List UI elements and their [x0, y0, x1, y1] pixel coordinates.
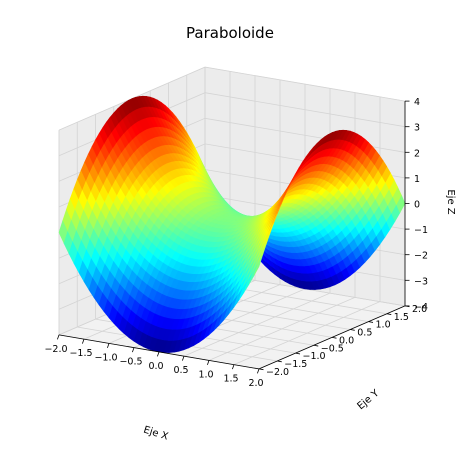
x-tick-mark: [57, 334, 60, 340]
x-tick-mark: [132, 347, 135, 353]
x-tick-label: −1.5: [69, 348, 92, 359]
z-tick-label: 1: [414, 174, 420, 185]
z-tick-label: 0: [414, 200, 420, 211]
x-tick-mark: [157, 351, 160, 357]
x-tick-mark: [82, 339, 85, 344]
y-tick-mark: [350, 329, 355, 331]
y-tick-label: −1.0: [303, 351, 326, 362]
x-axis-label: Eje X: [142, 425, 170, 443]
y-tick-label: 2.0: [412, 304, 427, 315]
x-tick-mark: [257, 368, 260, 374]
z-tick-label: 4: [414, 97, 420, 108]
y-tick-mark: [313, 344, 319, 347]
x-tick-label: −1.0: [94, 352, 117, 363]
z-tick-label: 3: [414, 123, 420, 134]
axes-ticks: −2.0 −1.5 −1.0 −0.5 0.0 0.5 1.0 1.5 2.0−2.0−1.5−…: [44, 97, 428, 389]
x-tick-label: −0.5: [119, 357, 142, 368]
x-tick-label: 1.0: [198, 369, 213, 380]
y-tick-mark: [258, 368, 264, 371]
y-tick-label: −1.5: [284, 359, 307, 370]
chart-title: Paraboloide: [186, 24, 274, 42]
y-axis-label: Eje Y: [355, 387, 382, 412]
x-tick-mark: [182, 356, 185, 361]
x-tick-mark: [232, 364, 235, 370]
z-tick-label: −3: [414, 276, 428, 287]
x-tick-mark: [107, 343, 110, 349]
x-tick-label: 0.0: [148, 361, 163, 372]
y-tick-mark: [386, 313, 392, 315]
y-tick-label: 1.0: [376, 320, 391, 331]
x-tick-label: 1.5: [223, 374, 238, 385]
x-tick-mark: [207, 360, 210, 366]
y-tick-label: 1.5: [394, 312, 409, 323]
y-tick-mark: [277, 360, 282, 363]
z-axis-label: Eje Z: [445, 189, 456, 214]
x-tick-label: 0.5: [173, 365, 188, 376]
x-tick-label: 2.0: [248, 378, 263, 389]
x-tick-label: −2.0: [44, 344, 67, 355]
y-tick-mark: [331, 337, 337, 339]
z-tick-label: 2: [414, 148, 420, 159]
y-tick-mark: [368, 321, 374, 323]
surface-patch: [253, 254, 263, 276]
grid-line-z: [58, 66, 406, 131]
y-tick-label: 0.5: [357, 328, 372, 339]
z-tick-label: −2: [414, 251, 428, 262]
y-tick-label: 0.0: [339, 335, 354, 346]
y-tick-label: −2.0: [266, 367, 289, 378]
z-tick-label: −1: [414, 225, 428, 236]
y-tick-mark: [295, 352, 301, 355]
y-tick-label: −0.5: [321, 343, 344, 354]
surface-plot: [58, 95, 406, 353]
z-tick-label: −4: [414, 302, 428, 313]
